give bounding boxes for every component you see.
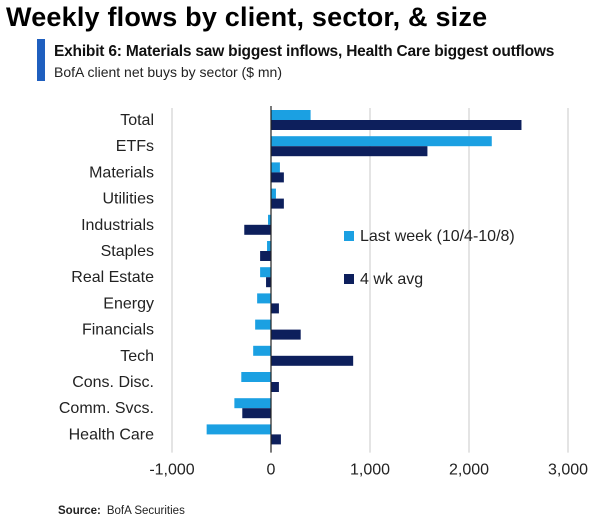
- bar-4wk-avg-tech: [271, 355, 354, 366]
- category-label-industrials: Industrials: [81, 217, 154, 234]
- category-labels: Total ETFs Materials Utilities Industrials St…: [59, 112, 154, 443]
- bar-last-week-industrials: [268, 214, 271, 225]
- x-tick-label: 2,000: [449, 462, 489, 479]
- category-label-materials: Materials: [89, 164, 154, 181]
- source-label: Source:: [58, 505, 101, 517]
- category-label-staples: Staples: [101, 243, 154, 260]
- accent-bar: [37, 39, 45, 81]
- bar-last-week-comm-svcs: [234, 398, 271, 409]
- legend-4wk-avg-swatch: [344, 274, 354, 284]
- bar-4wk-avg-utilities: [271, 198, 284, 209]
- chart-unit-label: BofA client net buys by sector ($ mn): [54, 64, 282, 80]
- category-label-comm-svcs: Comm. Svcs.: [59, 400, 154, 417]
- bar-last-week-health-care: [206, 424, 271, 435]
- bar-layer: [206, 110, 522, 445]
- bar-4wk-avg-etfs: [271, 146, 428, 157]
- page-title: Weekly flows by client, sector, & size: [6, 2, 488, 32]
- category-label-cons-disc: Cons. Disc.: [72, 374, 154, 391]
- bar-4wk-avg-staples: [260, 251, 271, 261]
- legend-last-week-label: Last week (10/4-10/8): [360, 228, 515, 245]
- bar-4wk-avg-industrials: [244, 224, 271, 235]
- bar-4wk-avg-materials: [271, 172, 284, 183]
- bar-last-week-total: [271, 110, 311, 120]
- chart-subtitle: Exhibit 6: Materials saw biggest inflows…: [54, 43, 555, 60]
- category-label-financials: Financials: [82, 322, 154, 339]
- category-label-etfs: ETFs: [116, 138, 154, 155]
- source-note: Source: BofA Securities: [58, 505, 185, 517]
- x-tick-label: 0: [267, 462, 276, 479]
- bar-last-week-energy: [257, 293, 271, 304]
- bar-4wk-avg-health-care: [271, 434, 281, 445]
- bar-4wk-avg-financials: [271, 329, 301, 340]
- bar-last-week-materials: [271, 162, 280, 173]
- bar-last-week-tech: [253, 345, 271, 356]
- category-label-real-estate: Real Estate: [71, 269, 154, 286]
- legend-4wk-avg-label: 4 wk avg: [360, 271, 423, 288]
- grid-layer: [171, 108, 569, 453]
- bar-4wk-avg-cons-disc: [271, 382, 279, 392]
- x-tick-label: 1,000: [350, 462, 390, 479]
- category-label-health-care: Health Care: [69, 426, 154, 443]
- bar-last-week-cons-disc: [241, 372, 271, 382]
- category-label-energy: Energy: [103, 295, 154, 312]
- legend-last-week-swatch: [344, 231, 354, 241]
- bar-4wk-avg-real-estate: [266, 277, 271, 288]
- category-label-total: Total: [120, 112, 154, 129]
- bar-4wk-avg-comm-svcs: [242, 408, 271, 419]
- bar-4wk-avg-total: [271, 120, 522, 130]
- bar-4wk-avg-energy: [271, 303, 279, 314]
- category-label-tech: Tech: [120, 348, 154, 365]
- bar-last-week-financials: [255, 319, 271, 330]
- x-tick-labels: -1,000 0 1,000 2,000 3,000: [149, 462, 588, 479]
- legend: Last week (10/4-10/8) 4 wk avg: [344, 228, 515, 288]
- bar-last-week-utilities: [271, 188, 276, 199]
- category-label-utilities: Utilities: [102, 191, 154, 208]
- x-tick-label: 3,000: [548, 462, 588, 479]
- source-value: BofA Securities: [106, 505, 185, 517]
- x-tick-label: -1,000: [149, 462, 194, 479]
- bar-last-week-staples: [267, 241, 271, 251]
- bar-last-week-etfs: [271, 136, 492, 147]
- bar-chart: Total ETFs Materials Utilities Industrials St…: [59, 106, 588, 479]
- bar-last-week-real-estate: [260, 267, 271, 278]
